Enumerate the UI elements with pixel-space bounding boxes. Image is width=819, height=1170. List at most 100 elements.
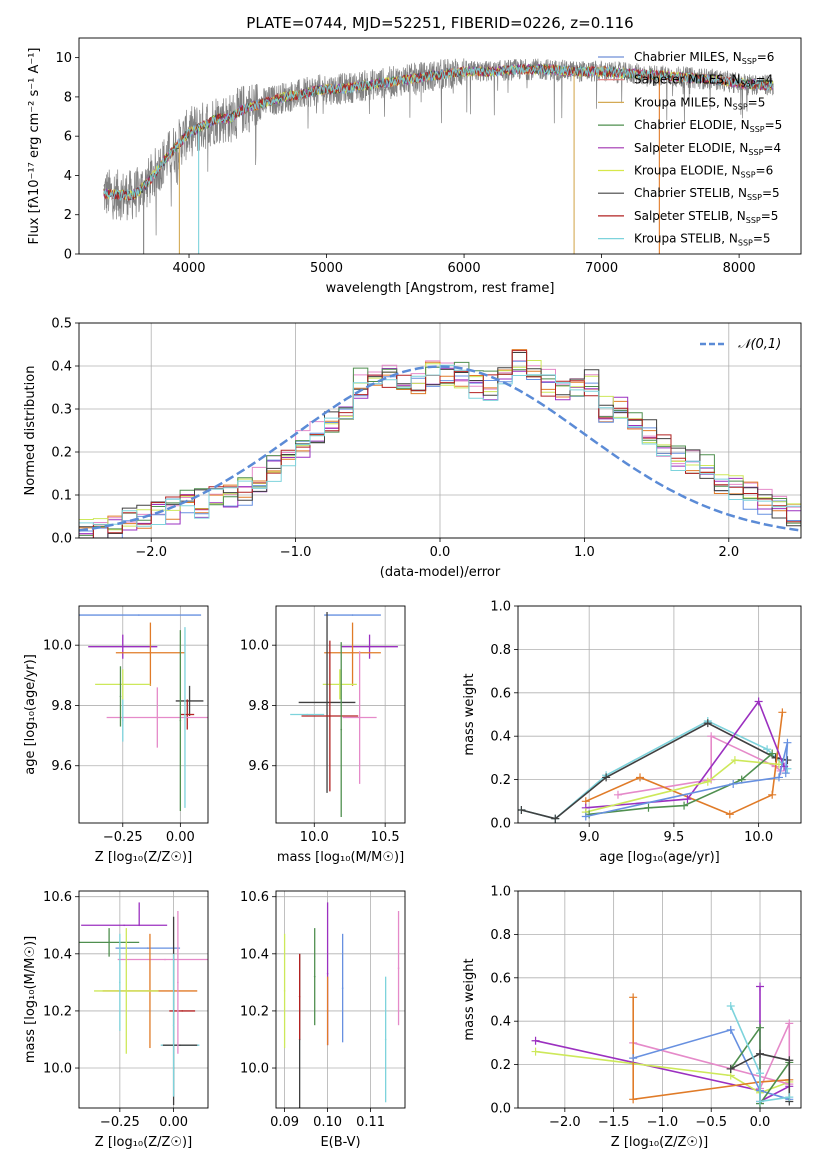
legend-label: Salpeter ELODIE, NSSP=4: [634, 141, 781, 157]
x-tick-label: 0.00: [159, 1115, 188, 1130]
data-point: [119, 695, 122, 698]
x-axis-label: Z [log₁₀(Z/Z☉)]: [95, 1135, 192, 1150]
legend-label: Chabrier MILES, NSSP=6: [634, 50, 774, 66]
plot-frame: [78, 605, 209, 824]
x-tick-label: −2.0: [135, 545, 167, 560]
weight-marker: [756, 1023, 765, 1032]
legend-label-suffix: =5: [765, 118, 783, 132]
weight-marker: [531, 1036, 540, 1045]
data-point: [179, 719, 182, 722]
x-tick-label: 7000: [585, 261, 618, 276]
weight-line-purple: [535, 986, 790, 1103]
weight-marker: [763, 745, 772, 754]
data-point: [384, 1038, 387, 1041]
legend-label-suffix: =5: [753, 232, 771, 246]
legend-label: Kroupa ELODIE, NSSP=6: [634, 164, 773, 180]
data-point: [156, 716, 159, 719]
y-axis-label: mass weight: [462, 673, 477, 755]
legend-label-suffix: =5: [748, 95, 766, 109]
legend-label: Chabrier ELODIE, NSSP=5: [634, 118, 782, 134]
spectrum-lines: [103, 58, 774, 254]
data-point: [358, 716, 361, 719]
legend-label-text: Kroupa ELODIE, N: [634, 164, 741, 178]
legend-label-text: Chabrier ELODIE, N: [634, 118, 750, 132]
weight-lines: [531, 982, 794, 1108]
legend-label-text: Kroupa STELIB, N: [634, 232, 738, 246]
mass-weight-vs-age-panel: 9.0 9.5 10.0 0.0 0.2 0.4 0.6 0.8 1.0 age [log₁₀(a…: [462, 600, 802, 865]
x-axis-label: E(B-V): [320, 1135, 360, 1150]
weight-marker: [729, 779, 738, 788]
weight-marker: [551, 814, 560, 823]
y-tick-label: 2: [64, 208, 72, 223]
x-tick-label: 1.0: [574, 545, 595, 560]
weight-marker: [644, 803, 653, 812]
x-tick-label: 0.10: [313, 1115, 342, 1130]
y-tick-label: 10.2: [240, 1004, 269, 1019]
x-tick-label: 0.09: [270, 1115, 299, 1130]
legend-label: Kroupa MILES, NSSP=5: [634, 95, 765, 111]
data-point: [326, 701, 328, 704]
legend-label-text: Chabrier STELIB, N: [634, 186, 747, 200]
weight-line-pink: [617, 734, 782, 796]
plot-frame: [78, 890, 209, 1109]
y-tick-label: 1.0: [490, 600, 511, 615]
data-point: [329, 715, 331, 717]
data-point: [125, 990, 128, 992]
weight-marker: [629, 1095, 638, 1104]
spectrum-legend: Chabrier MILES, NSSP=6 Salpeter MILES, NS…: [598, 50, 782, 248]
y-tick-label: 0.2: [490, 1058, 511, 1073]
weight-line-pink: [632, 1023, 791, 1089]
weight-marker: [726, 1025, 735, 1034]
y-tick-label: 0.1: [51, 489, 72, 504]
x-tick-label: −1.5: [598, 1115, 630, 1130]
data-point: [119, 981, 121, 984]
data-point: [184, 716, 186, 719]
y-tick-label: 0.8: [490, 928, 511, 943]
data-point: [341, 987, 344, 989]
x-tick-label: 0.11: [356, 1115, 385, 1130]
x-tick-label: −0.25: [103, 830, 143, 845]
weight-marker: [754, 697, 763, 706]
y-tick-label: 0.4: [490, 1015, 511, 1030]
data-point: [306, 713, 308, 716]
data-point: [121, 719, 124, 722]
x-axis-label: age [log₁₀(age/yr)]: [599, 850, 720, 865]
data-point: [181, 1010, 183, 1012]
x-tick-label: 5000: [310, 261, 343, 276]
data-point: [121, 645, 124, 648]
weight-lines: [518, 697, 792, 823]
data-point: [397, 967, 400, 969]
x-tick-label: 10.0: [300, 830, 329, 845]
y-tick-label: 10.0: [240, 1062, 269, 1077]
data-point: [326, 1010, 329, 1012]
legend-label-suffix: =5: [762, 186, 780, 200]
data-point: [338, 683, 341, 686]
weight-line-purple: [585, 699, 785, 809]
weight-marker: [756, 1049, 765, 1058]
weight-marker: [756, 1097, 765, 1106]
y-tick-label: 9.8: [51, 699, 72, 714]
legend-label-subscript: SSP: [746, 216, 761, 225]
data-point: [326, 973, 329, 975]
weight-marker: [730, 756, 739, 765]
y-tick-label: 0.4: [490, 730, 511, 745]
data-point: [172, 1024, 175, 1026]
y-tick-label: 10.0: [240, 639, 269, 654]
data-point: [138, 924, 140, 927]
histogram-cyan: [79, 364, 801, 527]
legend-label-text: Salpeter STELIB, N: [634, 209, 746, 223]
weight-marker: [781, 769, 790, 778]
legend-label: 𝒩(0,1): [738, 337, 781, 352]
y-tick-label: 9.6: [248, 759, 269, 774]
legend-label: Salpeter MILES, NSSP=4: [634, 73, 773, 89]
weight-line-orange: [632, 997, 790, 1101]
legend-label: Chabrier STELIB, NSSP=5: [634, 186, 780, 202]
weight-marker: [778, 708, 787, 717]
data-point: [138, 614, 140, 616]
data-point: [283, 990, 286, 992]
legend-label: Kroupa STELIB, NSSP=5: [634, 232, 771, 248]
normal-distribution-curve: [79, 365, 801, 532]
legend-label-subscript: SSP: [750, 125, 765, 134]
data-point: [121, 683, 124, 686]
x-axis-label: wavelength [Angstrom, rest frame]: [326, 281, 555, 296]
